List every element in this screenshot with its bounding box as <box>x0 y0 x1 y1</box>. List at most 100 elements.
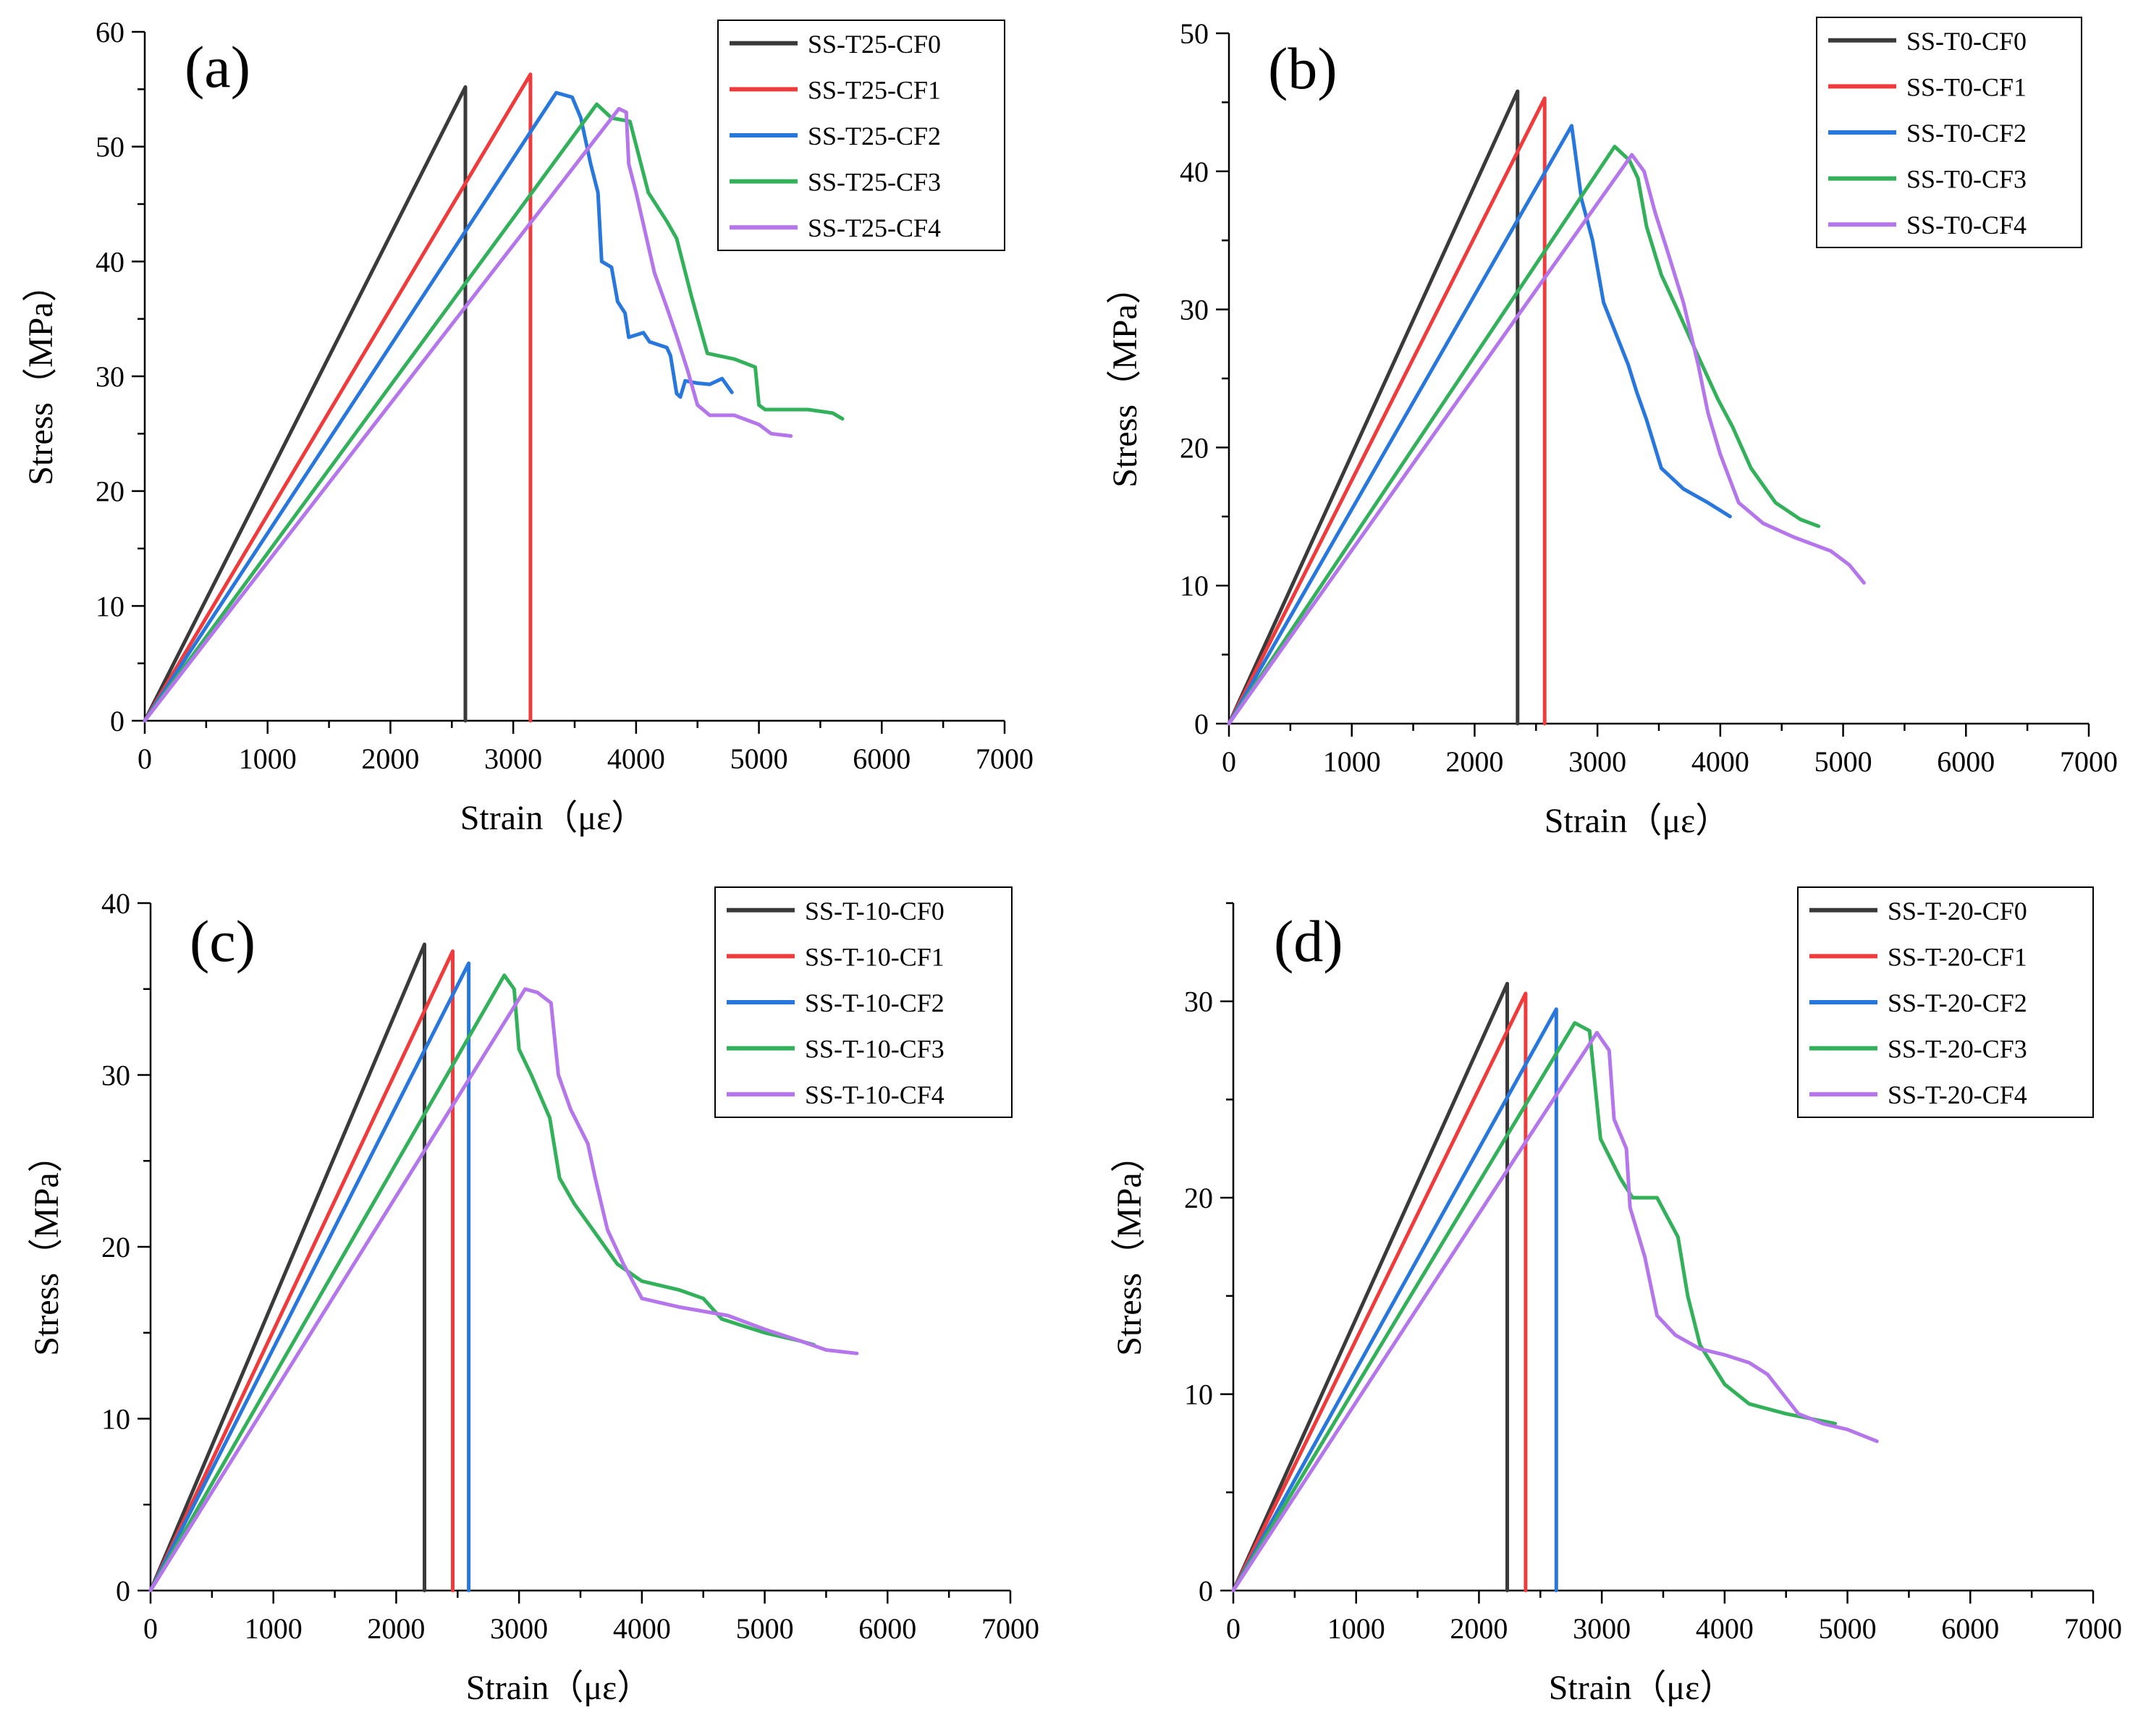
series-line-SS-T0-CF1 <box>1227 96 1547 726</box>
panel-c: 0 1000 2000 3000 4000 5000 6000 7000 0 10 20 30 40 St… <box>28 886 1039 1707</box>
series-line-SS-T-10-CF0 <box>148 942 426 1593</box>
legend-label: SS-T0-CF2 <box>1906 119 2027 148</box>
x-tick-label: 2000 <box>361 742 419 775</box>
x-tick-label: 6000 <box>1941 1612 1999 1645</box>
x-tick-label: 5000 <box>1814 745 1872 778</box>
legend: SS-T-10-CF0 SS-T-10-CF1 SS-T-10-CF2 SS-T-10… <box>714 886 1013 1118</box>
y-tick-label: 20 <box>1184 1182 1213 1214</box>
series-line-SS-T25-CF4 <box>143 106 793 723</box>
series-line-SS-T-10-CF3 <box>148 973 816 1593</box>
x-tick-label: 4000 <box>613 1612 671 1645</box>
y-tick-label: 10 <box>96 590 124 622</box>
y-tick-label: 20 <box>1180 431 1209 464</box>
y-tick-label: 40 <box>96 245 124 278</box>
y-tick-label: 60 <box>96 16 124 48</box>
x-tick-label: 0 <box>143 1612 158 1645</box>
series-line-SS-T-20-CF4 <box>1231 1030 1879 1593</box>
legend-label: SS-T25-CF2 <box>808 122 941 151</box>
x-tick-label: 2000 <box>367 1612 425 1645</box>
legend-label: SS-T25-CF3 <box>808 168 941 197</box>
legend-label: SS-T0-CF0 <box>1906 27 2027 56</box>
x-tick-label: 1000 <box>1327 1612 1385 1645</box>
series-line-SS-T-20-CF3 <box>1231 1021 1838 1593</box>
y-axis-title: Stress（MPa） <box>1106 269 1144 487</box>
y-tick-label: 0 <box>110 705 124 737</box>
y-axis-title: Stress（MPa） <box>22 267 60 485</box>
legend-label: SS-T0-CF1 <box>1906 72 2027 101</box>
legend-label: SS-T0-CF4 <box>1906 211 2027 240</box>
x-tick-label: 3000 <box>1573 1612 1631 1645</box>
legend: SS-T0-CF0 SS-T0-CF1 SS-T0-CF2 SS-T0-CF3 SS-T… <box>1816 17 2082 248</box>
y-tick-label: 20 <box>101 1231 130 1263</box>
x-tick-label: 3000 <box>490 1612 548 1645</box>
x-axis-title: Strain（με） <box>1545 802 1731 840</box>
series-line-SS-T0-CF0 <box>1227 89 1520 726</box>
x-tick-label: 6000 <box>853 742 910 775</box>
legend-label: SS-T25-CF0 <box>808 30 941 59</box>
series-line-SS-T-20-CF1 <box>1231 991 1528 1593</box>
panel-label: (b) <box>1268 35 1338 101</box>
x-tick-label: 5000 <box>736 1612 794 1645</box>
y-tick-label: 40 <box>101 887 130 920</box>
y-tick-label: 0 <box>1194 708 1209 740</box>
legend: SS-T25-CF0 SS-T25-CF1 SS-T25-CF2 SS-T25-CF3… <box>717 20 1005 251</box>
x-axis-title: Strain（με） <box>466 1669 652 1707</box>
y-tick-label: 10 <box>1180 570 1209 602</box>
legend-label: SS-T-10-CF0 <box>805 897 945 926</box>
series-line-SS-T25-CF1 <box>143 72 533 723</box>
legend-label: SS-T25-CF1 <box>808 75 941 104</box>
legend-label: SS-T-20-CF1 <box>1888 942 2027 971</box>
panel-label: (a) <box>185 34 250 100</box>
x-axis-title: Strain（με） <box>1549 1669 1735 1707</box>
legend-label: SS-T-20-CF4 <box>1888 1080 2027 1109</box>
series-line-SS-T-20-CF2 <box>1231 1007 1558 1593</box>
x-tick-label: 6000 <box>858 1612 916 1645</box>
legend-label: SS-T-10-CF1 <box>805 942 945 971</box>
x-tick-label: 4000 <box>1696 1612 1754 1645</box>
legend-label: SS-T-10-CF2 <box>805 988 945 1017</box>
series-line-SS-T-10-CF1 <box>148 949 455 1593</box>
x-tick-label: 6000 <box>1937 745 1995 778</box>
legend-label: SS-T0-CF3 <box>1906 165 2027 194</box>
y-tick-label: 30 <box>96 360 124 393</box>
series-line-SS-T0-CF3 <box>1227 145 1821 726</box>
x-tick-label: 2000 <box>1450 1612 1508 1645</box>
y-tick-label: 50 <box>96 131 124 164</box>
panel-b: 0 1000 2000 3000 4000 5000 6000 7000 0 10 20 30 40 50… <box>1106 17 2118 840</box>
legend-label: SS-T-20-CF0 <box>1888 897 2027 926</box>
y-tick-label: 50 <box>1180 17 1209 50</box>
x-tick-label: 7000 <box>2064 1612 2122 1645</box>
legend-label: SS-T-20-CF3 <box>1888 1035 2027 1064</box>
y-axis-title: Stress（MPa） <box>1110 1138 1149 1355</box>
x-tick-label: 0 <box>1226 1612 1241 1645</box>
y-tick-label: 0 <box>116 1575 130 1607</box>
legend-label: SS-T-10-CF3 <box>805 1035 945 1064</box>
series-line-SS-T25-CF2 <box>143 90 734 723</box>
panel-label: (d) <box>1274 908 1343 974</box>
x-tick-label: 7000 <box>981 1612 1039 1645</box>
legend-label: SS-T25-CF4 <box>808 213 941 242</box>
y-tick-label: 10 <box>101 1403 130 1436</box>
legend-label: SS-T-10-CF4 <box>805 1080 945 1109</box>
y-tick-label: 30 <box>101 1059 130 1092</box>
x-tick-label: 5000 <box>730 742 788 775</box>
panel-label: (c) <box>190 908 255 974</box>
series-line-SS-T25-CF3 <box>143 102 845 723</box>
y-tick-label: 0 <box>1199 1575 1213 1607</box>
x-tick-label: 4000 <box>1691 745 1749 778</box>
series-line-SS-T0-CF4 <box>1227 153 1866 726</box>
panel-a: 0 1000 2000 3000 4000 5000 6000 7000 0 10 20 30 40 50… <box>22 16 1034 837</box>
y-tick-label: 30 <box>1180 294 1209 326</box>
x-tick-label: 7000 <box>976 742 1034 775</box>
x-tick-label: 1000 <box>1323 745 1381 778</box>
panel-d: 0 1000 2000 3000 4000 5000 6000 7000 0 10 20 30 Stra… <box>1110 886 2122 1707</box>
series-line-SS-T0-CF2 <box>1227 124 1732 726</box>
x-axis-title: Strain（με） <box>460 799 646 837</box>
x-tick-label: 4000 <box>607 742 665 775</box>
x-tick-label: 7000 <box>2060 745 2118 778</box>
series-line-SS-T25-CF0 <box>143 85 468 723</box>
x-tick-label: 1000 <box>239 742 297 775</box>
series-line-SS-T-10-CF4 <box>148 987 859 1593</box>
series-line-SS-T-10-CF2 <box>148 961 471 1593</box>
